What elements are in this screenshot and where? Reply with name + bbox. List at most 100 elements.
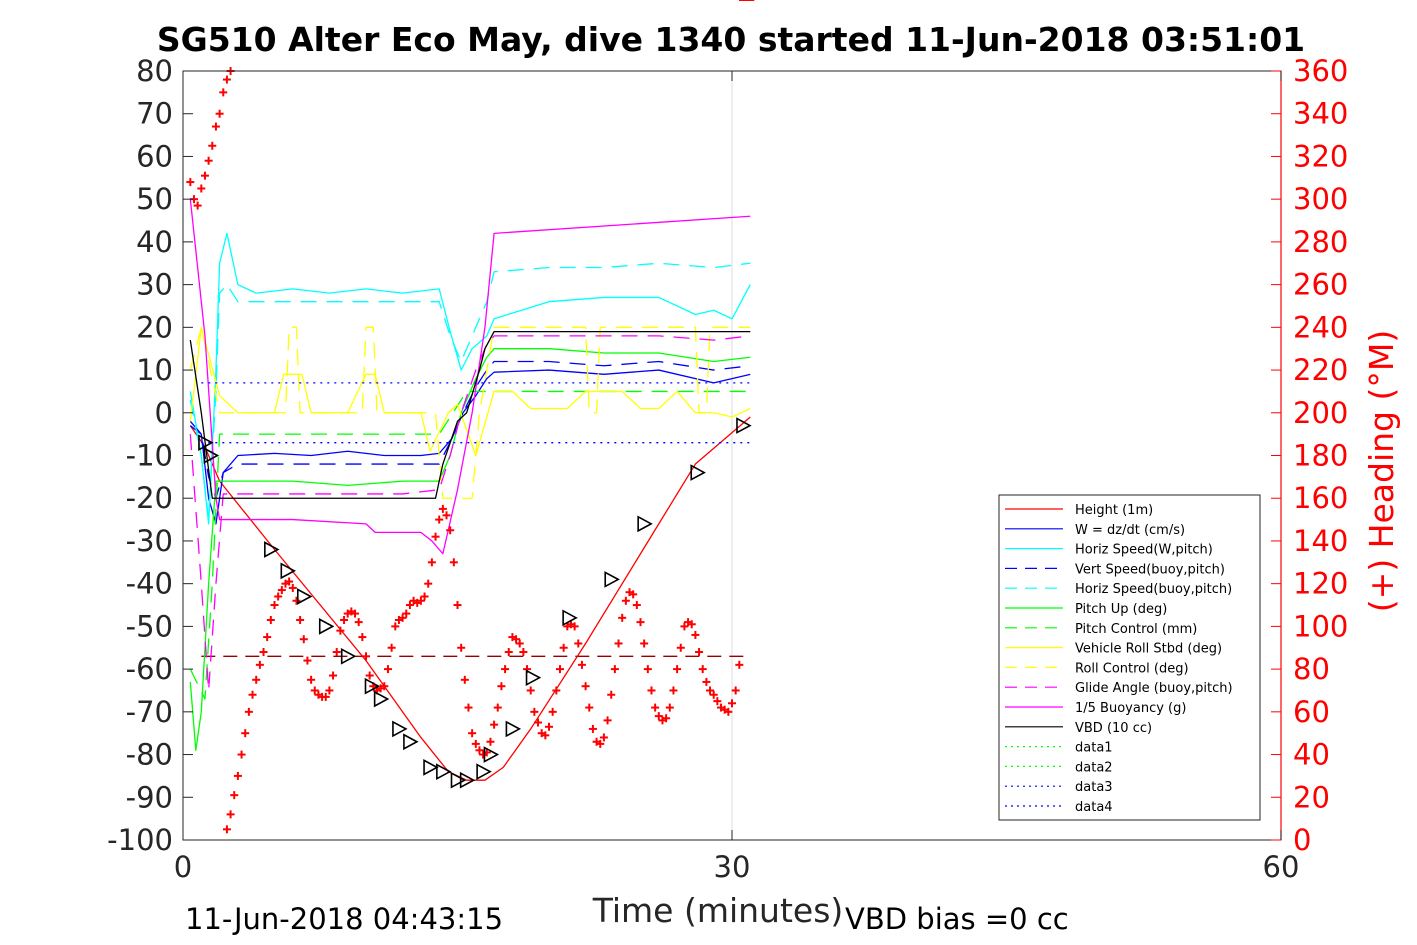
legend-label: Pitch Control (mm) <box>1075 622 1197 637</box>
heading-point <box>691 630 700 639</box>
heading-point <box>669 686 678 695</box>
heading-point <box>321 692 330 701</box>
left-tick-label: -40 <box>126 567 173 601</box>
heading-point <box>504 648 513 657</box>
heading-point <box>636 618 645 627</box>
triangle-marker <box>340 647 357 665</box>
heading-point <box>559 643 568 652</box>
heading-point <box>453 601 462 610</box>
right-tick-label: 260 <box>1293 268 1348 302</box>
heading-point <box>427 558 436 567</box>
heading-point <box>215 109 224 118</box>
left-tick-label: -70 <box>126 695 173 729</box>
heading-point <box>226 810 235 819</box>
heading-point <box>588 724 597 733</box>
heading-point <box>310 686 319 695</box>
heading-point <box>534 718 543 727</box>
heading-point <box>263 633 272 642</box>
series-line-height-1m <box>189 416 751 781</box>
right-tick-label: 160 <box>1293 481 1348 515</box>
legend: Height (1m) W = dz/dt (cm/s) Horiz Speed(W… <box>998 494 1261 821</box>
heading-point <box>574 639 583 648</box>
left-tick-label: 30 <box>136 268 173 302</box>
heading-point <box>493 703 502 712</box>
heading-point <box>614 639 623 648</box>
heading-point <box>457 643 466 652</box>
heading-point <box>713 697 722 706</box>
heading-point <box>241 729 250 738</box>
heading-point <box>211 122 220 131</box>
heading-point <box>676 643 685 652</box>
right-axis-label: (+) Heading (°M) <box>1362 330 1401 612</box>
heading-point <box>610 665 619 674</box>
heading-point <box>446 526 455 535</box>
right-tick-label: 340 <box>1293 97 1348 131</box>
legend-label: W = dz/dt (cm/s) <box>1075 523 1185 538</box>
triangle-marker <box>318 618 335 635</box>
heading-point <box>724 707 733 716</box>
heading-point <box>292 596 301 605</box>
heading-point <box>632 601 641 610</box>
right-tick-label: 80 <box>1293 652 1330 686</box>
heading-point <box>497 682 506 691</box>
right-tick-label: 240 <box>1293 310 1348 344</box>
x-tick-label: 30 <box>714 850 751 884</box>
right-tick-label: 220 <box>1293 353 1348 387</box>
series-line-roll-control-deg <box>189 326 751 499</box>
left-tick-label: -100 <box>107 823 173 857</box>
heading-point <box>197 184 206 193</box>
heading-point <box>230 791 239 800</box>
legend-label: Glide Angle (buoy,pitch) <box>1075 681 1233 696</box>
right-tick-label: 300 <box>1293 182 1348 216</box>
heading-point <box>351 609 360 618</box>
right-tick-label: 60 <box>1293 695 1330 729</box>
heading-point <box>698 665 707 674</box>
x-axis-ticks: 0 30 60 <box>174 71 1299 884</box>
triangle-marker <box>403 733 419 751</box>
heading-point <box>603 716 612 725</box>
heading-point <box>526 686 535 695</box>
triangle-marker <box>280 562 296 580</box>
left-tick-label: -80 <box>126 738 173 772</box>
legend-label: data4 <box>1075 800 1113 815</box>
triangle-marker <box>459 771 476 789</box>
heading-point <box>468 729 477 738</box>
heading-point <box>449 558 458 567</box>
heading-point <box>274 592 283 601</box>
heading-point <box>362 652 370 661</box>
heading-point <box>244 707 253 716</box>
heading-point <box>501 665 510 674</box>
left-tick-label: 40 <box>136 225 173 259</box>
right-axis-ticks: 3603403203002802602402202001801601401201… <box>1271 54 1348 857</box>
triangle-marker <box>423 759 439 776</box>
heading-point <box>570 622 579 631</box>
heading-point <box>420 592 429 601</box>
left-tick-label: 20 <box>136 310 173 344</box>
heading-point <box>329 671 338 680</box>
heading-point <box>222 75 231 84</box>
heading-point <box>599 733 608 742</box>
legend-label: data1 <box>1075 741 1113 756</box>
heading-point <box>555 665 564 674</box>
triangle-marker <box>296 588 313 605</box>
heading-point <box>460 675 469 684</box>
heading-point <box>530 707 539 716</box>
left-tick-label: 60 <box>136 139 173 173</box>
heading-point <box>673 665 682 674</box>
legend-label: 1/5 Buoyancy (g) <box>1075 701 1186 716</box>
left-tick-label: -20 <box>126 481 173 515</box>
legend-label: Roll Control (deg) <box>1075 661 1189 676</box>
heading-point <box>596 739 605 748</box>
triangle-marker <box>436 763 452 780</box>
heading-point <box>299 635 308 644</box>
legend-label: Horiz Speed(buoy,pitch) <box>1075 582 1232 597</box>
heading-point <box>285 577 294 586</box>
legend-label: data2 <box>1075 760 1113 775</box>
heading-point <box>731 686 740 695</box>
heading-point <box>577 660 586 669</box>
heading-point <box>340 615 349 624</box>
right-tick-label: 320 <box>1293 139 1348 173</box>
left-tick-label: 10 <box>136 353 173 387</box>
legend-label: Horiz Speed(W,pitch) <box>1075 543 1213 558</box>
heading-point <box>325 686 334 695</box>
